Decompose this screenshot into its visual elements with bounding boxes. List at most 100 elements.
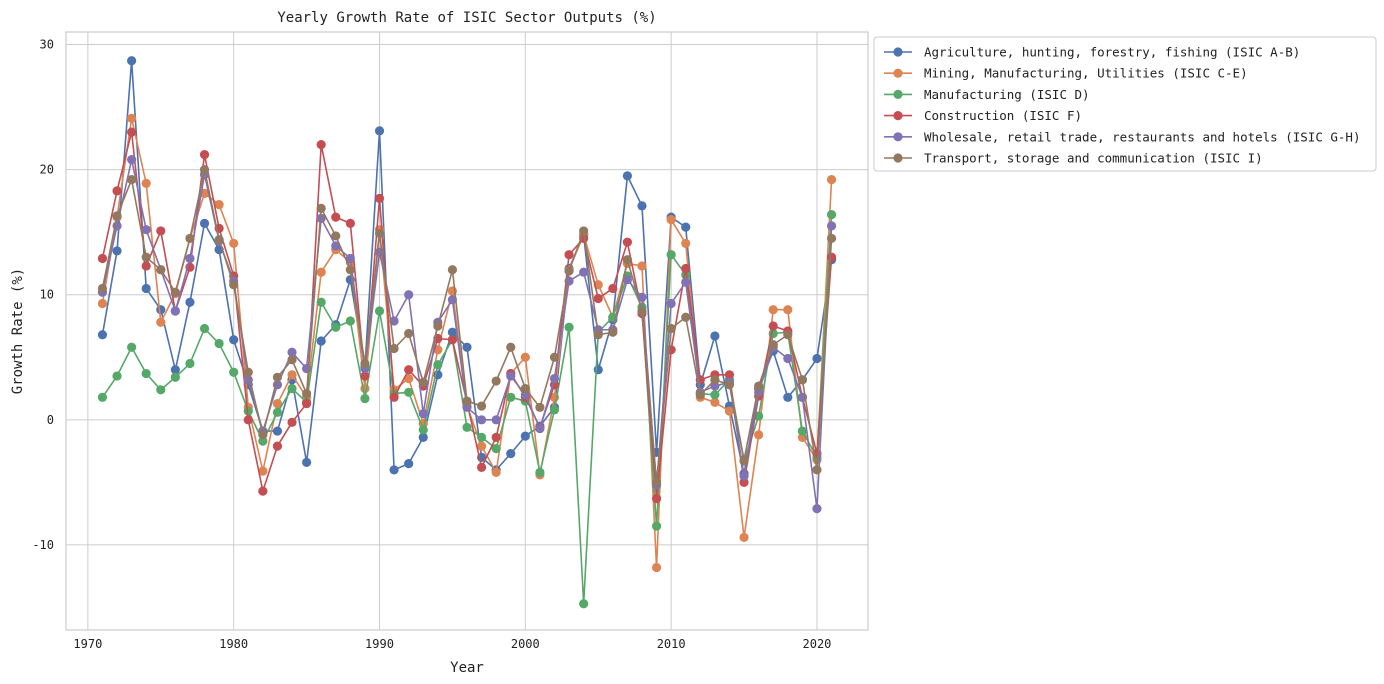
data-point bbox=[345, 218, 355, 229]
data-point bbox=[141, 178, 151, 188]
data-point bbox=[593, 293, 603, 304]
data-point bbox=[272, 407, 283, 417]
data-point bbox=[141, 368, 151, 379]
data-point bbox=[797, 375, 807, 385]
data-point bbox=[302, 388, 312, 399]
data-point bbox=[287, 417, 297, 427]
data-point bbox=[374, 306, 385, 316]
data-point bbox=[681, 312, 691, 322]
data-point bbox=[739, 532, 749, 543]
data-point bbox=[272, 426, 283, 436]
data-point bbox=[418, 432, 428, 442]
data-point bbox=[404, 328, 414, 339]
data-point bbox=[331, 231, 341, 241]
data-point bbox=[374, 126, 385, 136]
data-point bbox=[651, 562, 662, 573]
data-point bbox=[156, 317, 166, 327]
data-point bbox=[214, 235, 224, 245]
legend-marker bbox=[893, 89, 903, 99]
legend-item: Transport, storage and communication (IS… bbox=[884, 151, 1263, 166]
data-point bbox=[724, 406, 735, 416]
legend-label: Mining, Manufacturing, Utilities (ISIC C… bbox=[924, 66, 1248, 81]
data-point bbox=[622, 275, 633, 285]
data-point bbox=[272, 372, 283, 382]
data-point bbox=[141, 225, 151, 235]
data-point bbox=[243, 415, 253, 425]
data-point bbox=[97, 283, 108, 294]
data-point bbox=[812, 504, 822, 514]
x-tick-label: 2020 bbox=[803, 637, 832, 651]
data-point bbox=[112, 211, 122, 221]
series-line bbox=[101, 168, 833, 484]
data-point bbox=[404, 373, 414, 384]
data-point bbox=[622, 255, 633, 265]
data-point bbox=[506, 449, 516, 459]
data-point bbox=[710, 397, 720, 407]
data-point bbox=[97, 253, 108, 264]
data-point bbox=[783, 305, 793, 315]
data-point bbox=[462, 422, 472, 432]
data-point bbox=[389, 343, 399, 354]
data-point bbox=[608, 283, 618, 294]
data-point bbox=[666, 250, 676, 260]
y-tick-label: 30 bbox=[40, 38, 54, 52]
data-point bbox=[476, 432, 487, 442]
data-point bbox=[229, 280, 239, 290]
data-point bbox=[491, 432, 501, 442]
data-point bbox=[433, 360, 443, 370]
data-point bbox=[302, 363, 312, 374]
data-point bbox=[258, 486, 268, 496]
data-point bbox=[287, 347, 297, 357]
legend-label: Construction (ISIC F) bbox=[924, 108, 1082, 123]
data-point bbox=[156, 305, 166, 315]
data-point bbox=[797, 426, 807, 436]
data-point bbox=[258, 430, 268, 440]
legend-label: Agriculture, hunting, forestry, fishing … bbox=[924, 45, 1300, 60]
data-point bbox=[404, 365, 414, 375]
data-point bbox=[681, 238, 691, 249]
data-point bbox=[287, 370, 297, 380]
data-point bbox=[724, 380, 735, 390]
data-point bbox=[127, 342, 137, 352]
data-point bbox=[447, 265, 458, 275]
data-point bbox=[710, 375, 720, 385]
data-point bbox=[695, 390, 705, 400]
data-point bbox=[826, 175, 837, 185]
data-point bbox=[651, 477, 662, 487]
legend-marker bbox=[893, 153, 903, 163]
chart-title: Yearly Growth Rate of ISIC Sector Output… bbox=[277, 10, 656, 26]
data-point bbox=[418, 425, 428, 435]
data-point bbox=[345, 253, 355, 264]
plot-area-frame bbox=[65, 31, 869, 631]
data-point bbox=[170, 365, 180, 375]
legend-label: Wholesale, retail trade, restaurants and… bbox=[924, 129, 1361, 144]
data-point bbox=[754, 430, 764, 440]
data-point bbox=[229, 238, 239, 249]
data-point bbox=[666, 215, 676, 225]
data-point bbox=[229, 335, 239, 345]
data-point bbox=[506, 371, 516, 381]
series-layer bbox=[97, 56, 837, 609]
data-point bbox=[316, 336, 326, 346]
legend-item: Construction (ISIC F) bbox=[884, 108, 1082, 123]
data-point bbox=[681, 222, 691, 232]
data-point bbox=[783, 353, 793, 364]
data-point bbox=[724, 370, 735, 380]
data-point bbox=[127, 175, 137, 185]
data-point bbox=[360, 371, 370, 381]
data-point bbox=[637, 261, 647, 271]
y-tick-label: 0 bbox=[47, 413, 54, 427]
data-point bbox=[783, 330, 793, 340]
series-5 bbox=[97, 155, 837, 514]
data-point bbox=[199, 165, 210, 175]
data-point bbox=[739, 455, 749, 465]
data-point bbox=[476, 462, 487, 472]
data-point bbox=[622, 237, 633, 247]
data-point bbox=[564, 276, 574, 286]
data-point bbox=[768, 340, 778, 350]
data-point bbox=[214, 200, 224, 210]
data-point bbox=[535, 402, 545, 412]
data-point bbox=[243, 367, 253, 377]
data-point bbox=[651, 494, 662, 504]
legend-item: Mining, Manufacturing, Utilities (ISIC C… bbox=[884, 66, 1248, 81]
